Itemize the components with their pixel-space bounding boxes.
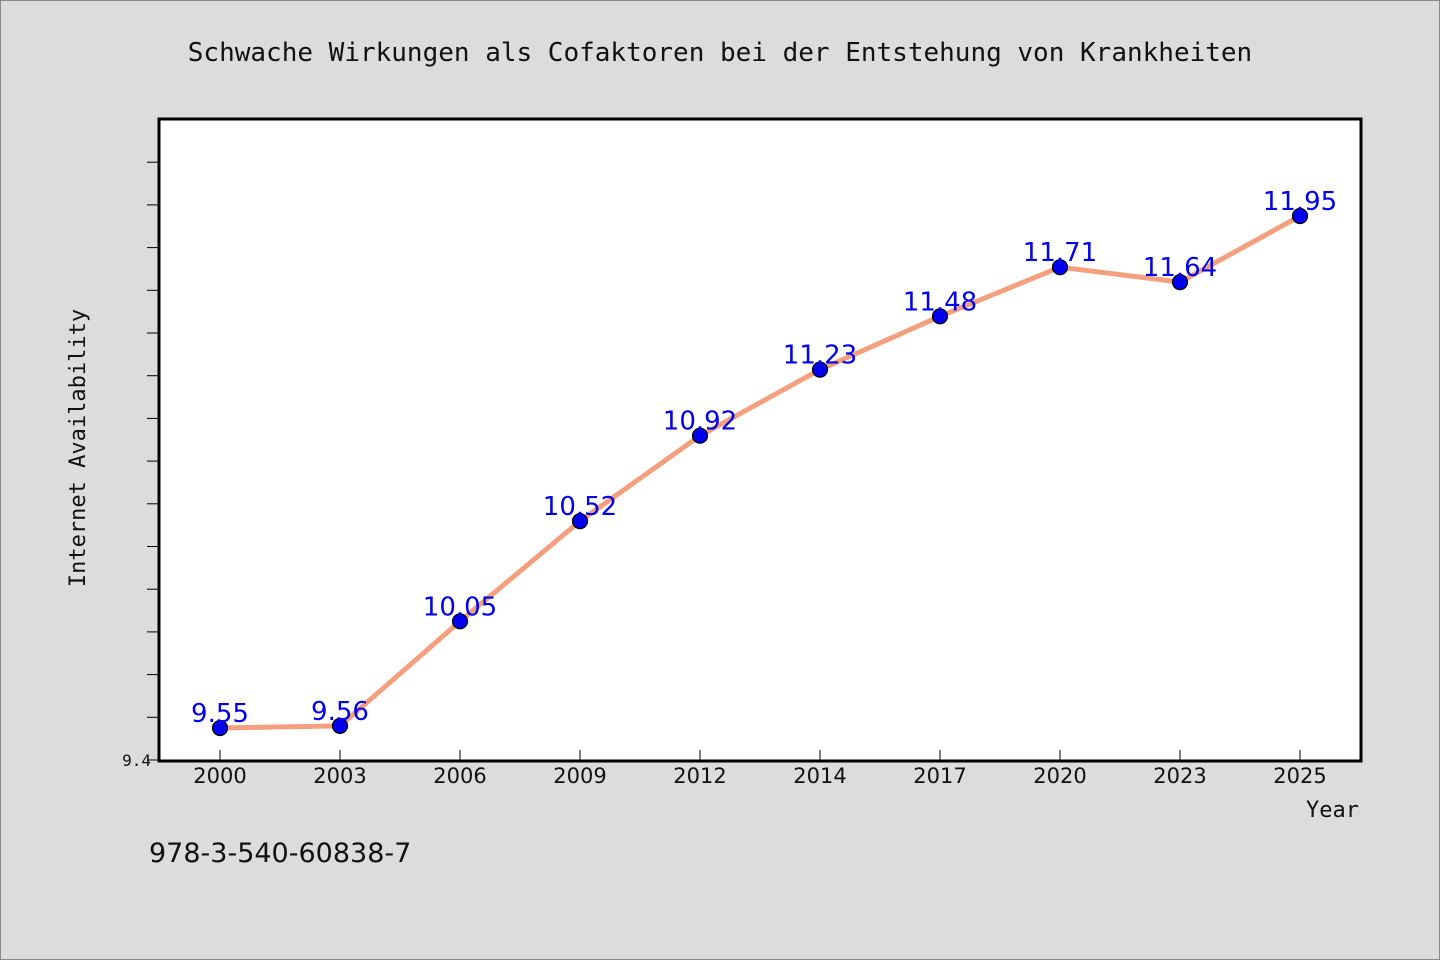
data-label: 10.52 bbox=[543, 492, 617, 522]
x-tick-label: 2025 bbox=[1273, 764, 1326, 788]
plot-area bbox=[157, 117, 1363, 763]
data-label: 9.55 bbox=[191, 699, 249, 729]
data-point bbox=[211, 719, 229, 737]
x-tick-label: 2006 bbox=[433, 764, 486, 788]
x-tick-label: 2012 bbox=[673, 764, 726, 788]
data-point bbox=[451, 613, 469, 630]
data-point bbox=[931, 308, 949, 325]
x-tick-label: 2009 bbox=[553, 764, 606, 788]
y-axis-label: Internet Availability bbox=[66, 309, 91, 587]
x-tick-label: 2017 bbox=[913, 764, 966, 788]
x-tick-label: 2014 bbox=[793, 764, 846, 788]
x-axis-tick-labels: 2000 2003 2006 2009 2012 2014 2017 2020 2023 2025 bbox=[193, 764, 1326, 788]
x-axis-label: Year bbox=[1306, 798, 1359, 823]
data-point bbox=[1171, 274, 1189, 291]
isbn-label: 978-3-540-60838-7 bbox=[149, 838, 411, 869]
data-point bbox=[691, 427, 709, 444]
y-tick-label: 9.4 bbox=[122, 751, 151, 770]
data-label: 11.95 bbox=[1263, 187, 1337, 217]
data-point bbox=[1291, 207, 1309, 225]
x-tick-label: 2000 bbox=[193, 764, 246, 788]
series-line bbox=[219, 213, 1302, 731]
data-label: 11.48 bbox=[903, 287, 977, 317]
chart-title: Schwache Wirkungen als Cofaktoren bei de… bbox=[188, 38, 1252, 68]
data-point bbox=[571, 512, 589, 530]
data-label: 11.23 bbox=[783, 341, 857, 371]
x-axis-ticks bbox=[219, 750, 1301, 760]
data-label: 11.64 bbox=[1143, 253, 1217, 283]
series-0: 9.55 9.56 10.05 10.52 10.92 11.23 11.48 11.71 11… bbox=[191, 187, 1337, 737]
data-label: 10.92 bbox=[663, 407, 737, 437]
data-label: 11.71 bbox=[1023, 238, 1097, 268]
x-tick-label: 2003 bbox=[313, 764, 366, 788]
data-point bbox=[331, 717, 349, 735]
data-label: 9.56 bbox=[311, 697, 369, 727]
y-axis-ticks bbox=[147, 161, 160, 761]
data-point bbox=[811, 361, 829, 378]
data-label: 10.05 bbox=[423, 592, 497, 622]
x-tick-label: 2023 bbox=[1153, 764, 1206, 788]
data-point bbox=[1051, 259, 1069, 276]
x-tick-label: 2020 bbox=[1033, 764, 1086, 788]
